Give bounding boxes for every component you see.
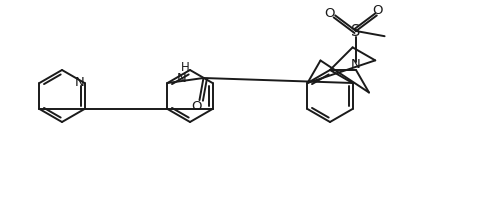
Text: S: S <box>351 24 361 38</box>
Text: O: O <box>373 4 383 17</box>
Text: O: O <box>191 100 202 113</box>
Text: N: N <box>176 71 186 84</box>
Text: N: N <box>75 76 85 89</box>
Text: O: O <box>324 7 334 20</box>
Text: H: H <box>181 61 190 74</box>
Text: N: N <box>351 57 361 70</box>
